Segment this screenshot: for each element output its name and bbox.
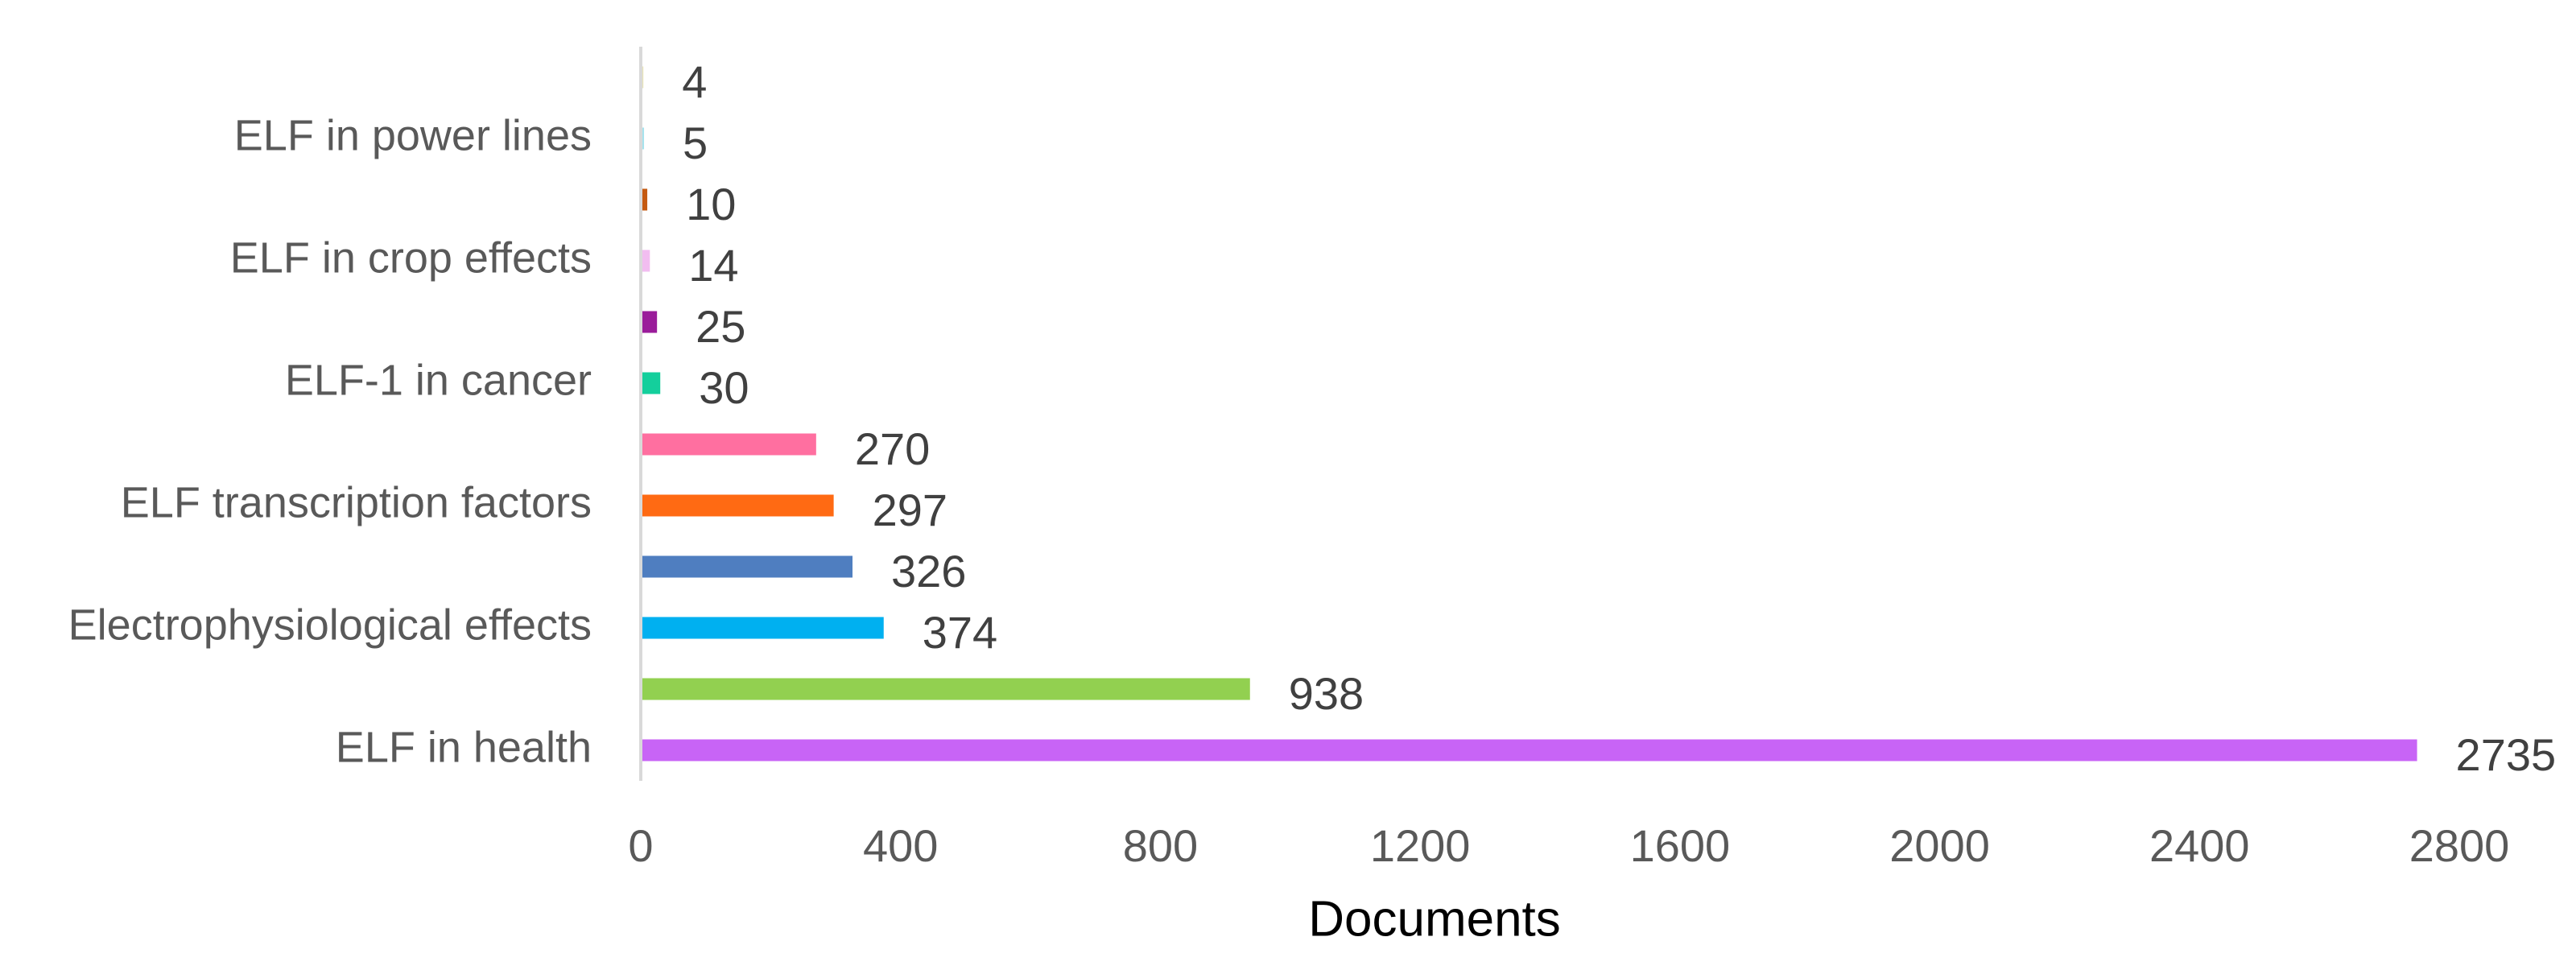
bar	[641, 433, 816, 456]
bar	[641, 678, 1250, 700]
x-tick-label: 400	[863, 820, 938, 871]
x-tick-label: 0	[628, 820, 653, 871]
x-axis-label: Documents	[1308, 891, 1561, 947]
y-tick-label: ELF transcription factors	[121, 478, 592, 526]
bar	[641, 127, 645, 150]
bar	[641, 311, 658, 333]
y-tick-label: ELF-1 in cancer	[285, 356, 592, 404]
bar	[641, 555, 853, 578]
x-tick-label: 1600	[1630, 820, 1731, 871]
bar	[641, 372, 661, 394]
x-tick-label: 2400	[2149, 820, 2250, 871]
value-label: 25	[696, 301, 745, 352]
value-label: 2735	[2456, 729, 2557, 780]
x-tick-label: 2800	[2409, 820, 2510, 871]
value-label: 326	[891, 546, 966, 596]
value-label: 10	[686, 179, 736, 229]
x-tick-label: 800	[1123, 820, 1198, 871]
value-label: 297	[873, 485, 947, 535]
value-label: 374	[923, 607, 997, 658]
y-tick-label: ELF in power lines	[234, 111, 592, 159]
bar	[641, 494, 834, 517]
bar	[641, 188, 648, 211]
value-label: 14	[688, 240, 738, 291]
x-tick-label: 2000	[1889, 820, 1990, 871]
x-tick-label: 1200	[1370, 820, 1471, 871]
value-label: 938	[1289, 668, 1364, 719]
value-label: 5	[683, 118, 708, 168]
y-tick-label: Electrophysiological effects	[68, 601, 592, 649]
y-tick-label: ELF in crop effects	[230, 233, 592, 282]
value-label: 4	[682, 56, 707, 107]
bar	[641, 250, 650, 272]
bar	[641, 739, 2417, 762]
y-tick-label: ELF in health	[336, 723, 592, 771]
value-label: 270	[855, 423, 930, 474]
bar	[641, 617, 884, 639]
value-label: 30	[699, 362, 749, 413]
